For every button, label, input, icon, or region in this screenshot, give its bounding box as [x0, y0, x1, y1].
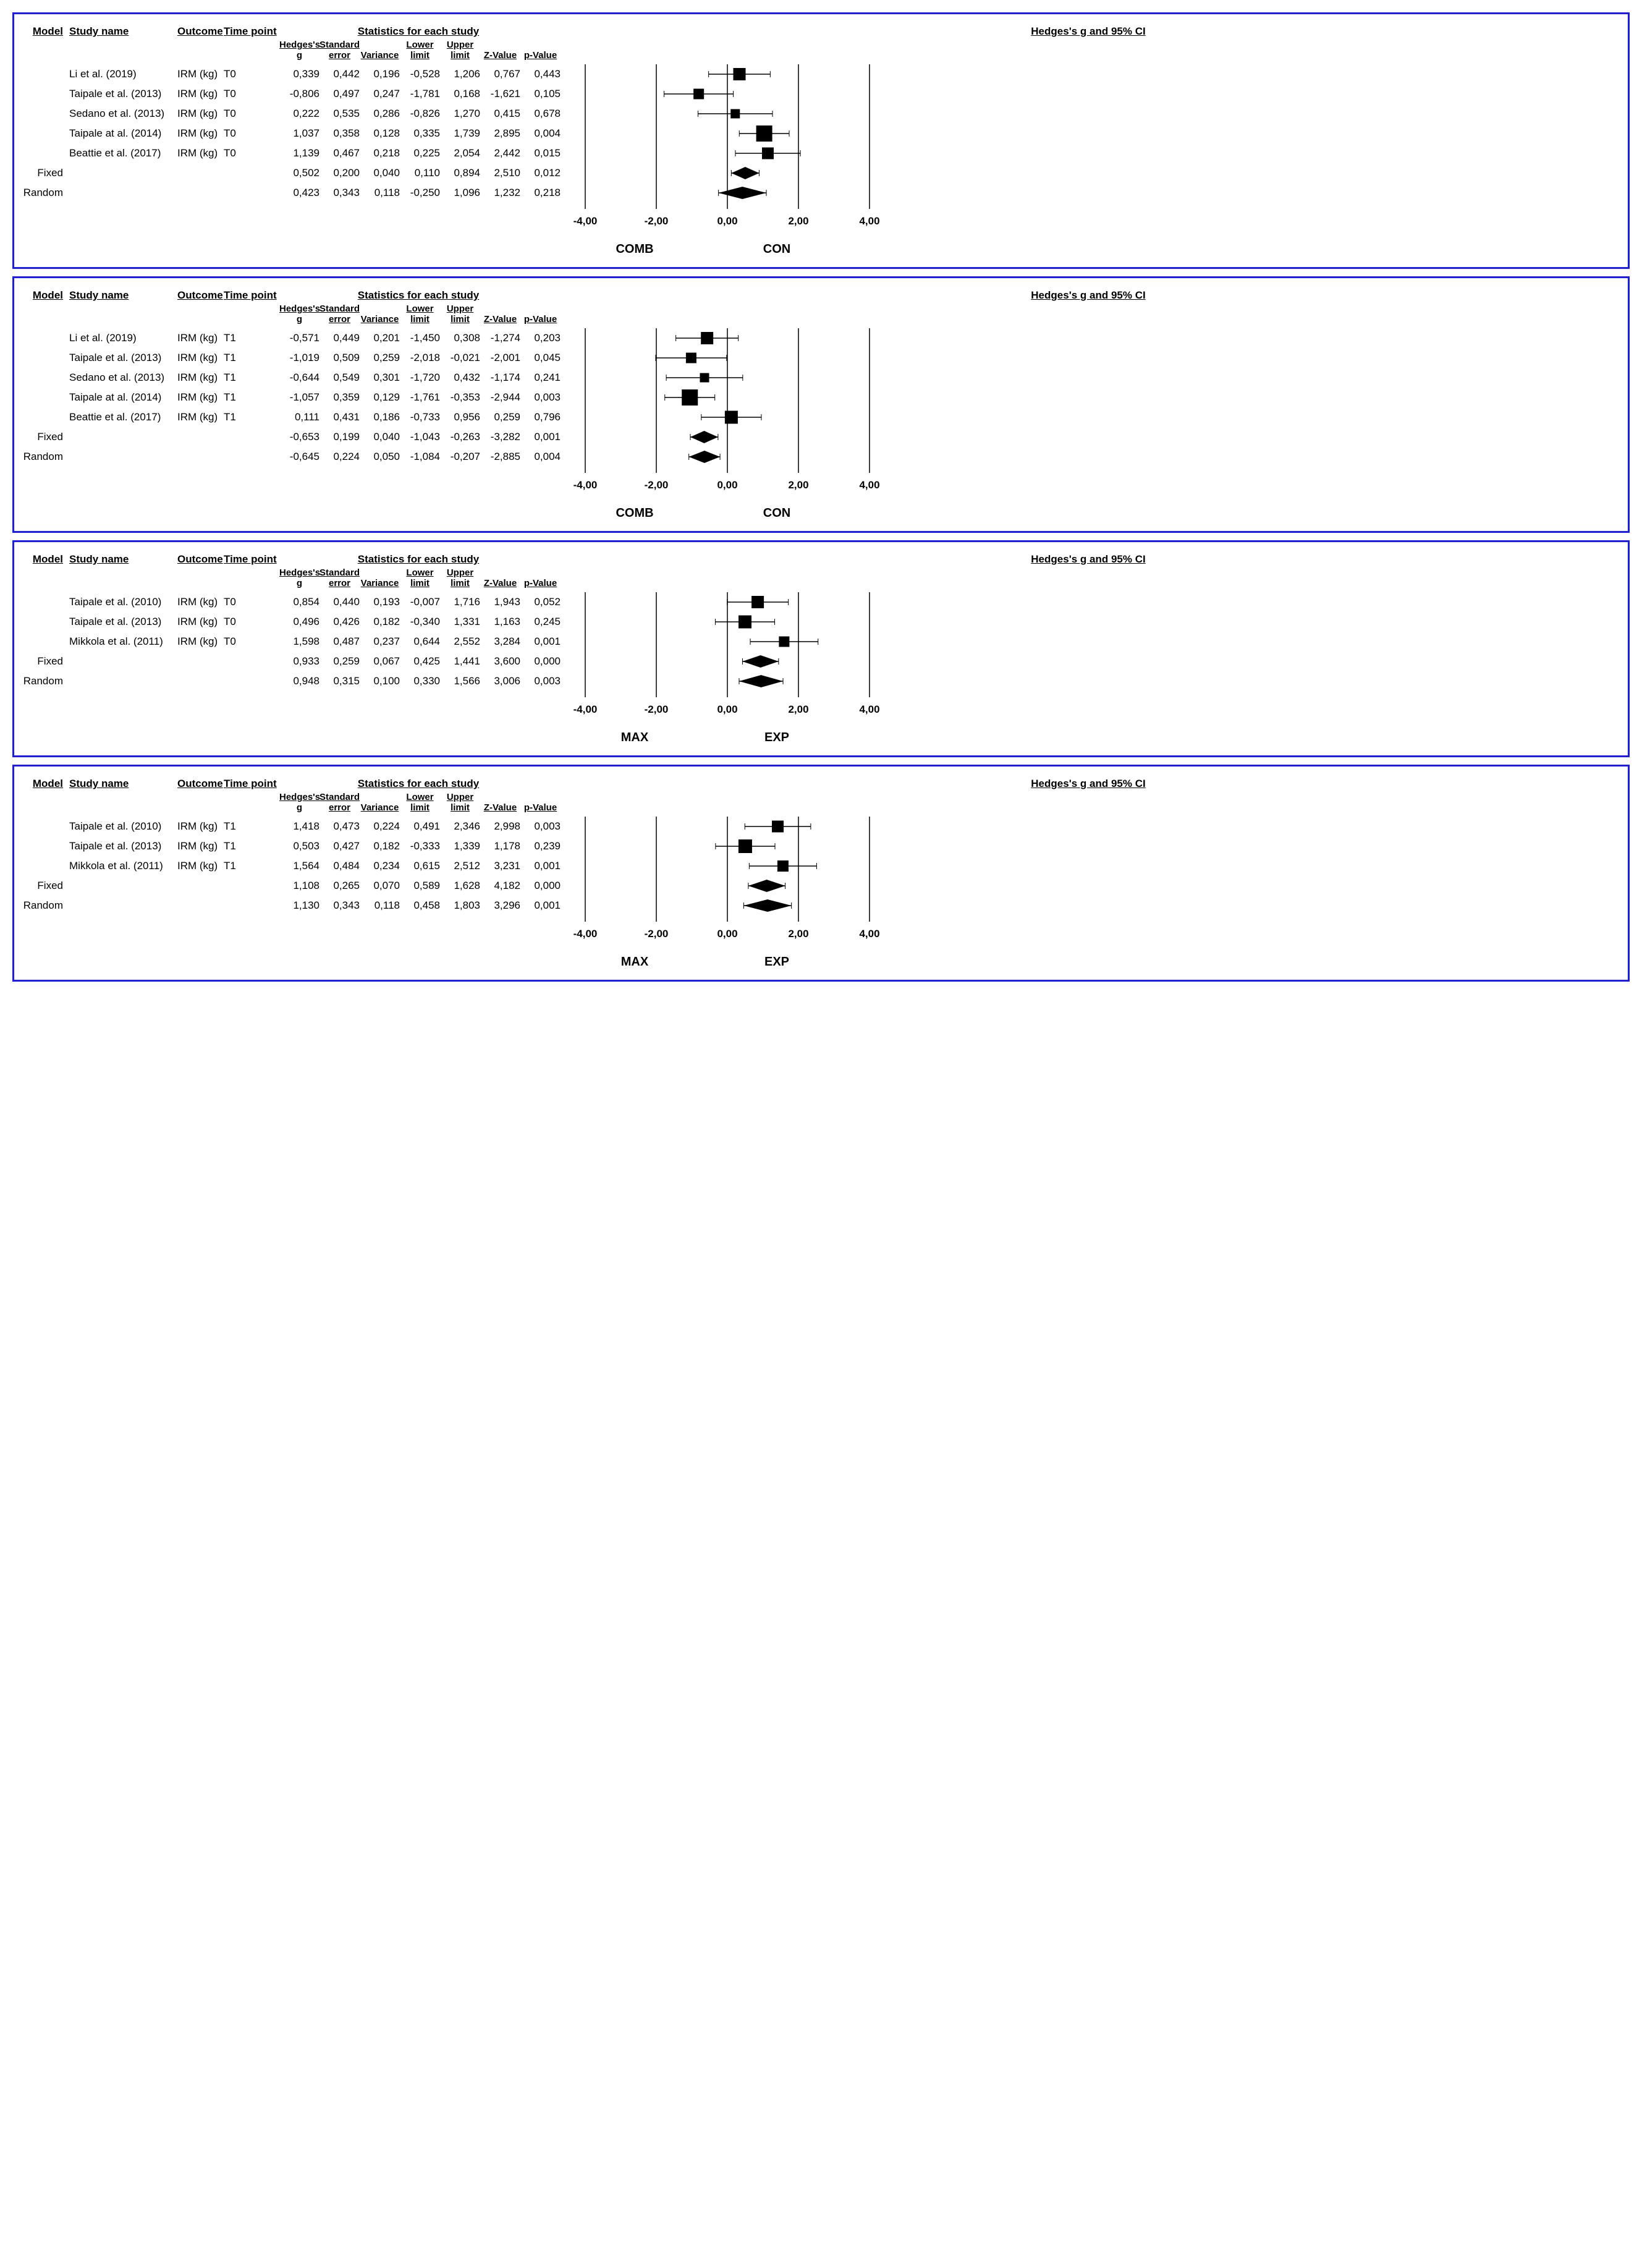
table-row: Taipale et al. (2013) IRM (kg) T0 -0,806…: [23, 84, 561, 104]
sub-headers: Hedges'sg Standarderror Variance Lowerli…: [23, 40, 1619, 61]
svg-text:4,00: 4,00: [859, 928, 879, 940]
sub-headers: Hedges'sg Standarderror Variance Lowerli…: [23, 568, 1619, 588]
group-left-label: COMB: [616, 506, 653, 520]
table-row: Random -0,645 0,224 0,050 -1,084 -0,207 …: [23, 447, 561, 467]
table-row: Sedano et al. (2013) IRM (kg) T1 -0,644 …: [23, 368, 561, 388]
svg-text:-2,00: -2,00: [645, 215, 669, 227]
table-row: Random 0,423 0,343 0,118 -0,250 1,096 1,…: [23, 183, 561, 203]
table-row: Li et al. (2019) IRM (kg) T0 0,339 0,442…: [23, 64, 561, 84]
sub-headers: Hedges'sg Standarderror Variance Lowerli…: [23, 792, 1619, 813]
svg-text:0,00: 0,00: [717, 215, 737, 227]
svg-text:0,00: 0,00: [717, 703, 737, 715]
group-right-label: EXP: [764, 731, 789, 745]
table-row: Sedano et al. (2013) IRM (kg) T0 0,222 0…: [23, 104, 561, 124]
column-headers: Model Study name Outcome Time point Stat…: [23, 778, 1619, 790]
table-row: Random 0,948 0,315 0,100 0,330 1,566 3,0…: [23, 671, 561, 691]
table-row: Taipale et al. (2013) IRM (kg) T0 0,496 …: [23, 612, 561, 632]
column-headers: Model Study name Outcome Time point Stat…: [23, 289, 1619, 302]
svg-text:4,00: 4,00: [859, 215, 879, 227]
svg-text:-4,00: -4,00: [573, 479, 598, 491]
table-row: Fixed 0,933 0,259 0,067 0,425 1,441 3,60…: [23, 652, 561, 671]
svg-text:-4,00: -4,00: [573, 703, 598, 715]
table-row: Taipale et al. (2010) IRM (kg) T1 1,418 …: [23, 817, 561, 836]
forest-plot-panel: Model Study name Outcome Time point Stat…: [12, 12, 1630, 269]
svg-text:4,00: 4,00: [859, 703, 879, 715]
sub-headers: Hedges'sg Standarderror Variance Lowerli…: [23, 304, 1619, 325]
forest-plot-panel: Model Study name Outcome Time point Stat…: [12, 276, 1630, 533]
table-row: Random 1,130 0,343 0,118 0,458 1,803 3,2…: [23, 896, 561, 915]
group-labels: MAX EXP: [23, 955, 1619, 974]
svg-text:2,00: 2,00: [788, 928, 808, 940]
group-left-label: MAX: [621, 731, 648, 745]
svg-text:-4,00: -4,00: [573, 215, 598, 227]
column-headers: Model Study name Outcome Time point Stat…: [23, 25, 1619, 38]
column-headers: Model Study name Outcome Time point Stat…: [23, 553, 1619, 566]
svg-text:0,00: 0,00: [717, 928, 737, 940]
svg-text:-4,00: -4,00: [573, 928, 598, 940]
group-right-label: EXP: [764, 955, 789, 969]
table-row: Li et al. (2019) IRM (kg) T1 -0,571 0,44…: [23, 328, 561, 348]
group-labels: COMB CON: [23, 506, 1619, 525]
forest-plot-svg: -4,00 -2,00 0,00 2,00 4,00: [567, 328, 888, 504]
table-row: Fixed 0,502 0,200 0,040 0,110 0,894 2,51…: [23, 163, 561, 183]
svg-text:-2,00: -2,00: [645, 703, 669, 715]
table-row: Taipale at al. (2014) IRM (kg) T1 -1,057…: [23, 388, 561, 407]
table-row: Taipale at al. (2014) IRM (kg) T0 1,037 …: [23, 124, 561, 143]
table-row: Mikkola et al. (2011) IRM (kg) T0 1,598 …: [23, 632, 561, 652]
forest-plot-svg: -4,00 -2,00 0,00 2,00 4,00: [567, 64, 888, 240]
forest-plot-svg: -4,00 -2,00 0,00 2,00 4,00: [567, 817, 888, 953]
table-row: Taipale et al. (2010) IRM (kg) T0 0,854 …: [23, 592, 561, 612]
table-row: Fixed 1,108 0,265 0,070 0,589 1,628 4,18…: [23, 876, 561, 896]
group-left-label: MAX: [621, 955, 648, 969]
group-right-label: CON: [763, 506, 790, 520]
forest-plot-panel: Model Study name Outcome Time point Stat…: [12, 540, 1630, 757]
svg-text:4,00: 4,00: [859, 479, 879, 491]
group-labels: COMB CON: [23, 242, 1619, 261]
forest-plot-svg: -4,00 -2,00 0,00 2,00 4,00: [567, 592, 888, 728]
svg-text:2,00: 2,00: [788, 703, 808, 715]
forest-plot-panel: Model Study name Outcome Time point Stat…: [12, 765, 1630, 982]
group-labels: MAX EXP: [23, 731, 1619, 749]
table-row: Beattie et al. (2017) IRM (kg) T1 0,111 …: [23, 407, 561, 427]
table-row: Taipale et al. (2013) IRM (kg) T1 -1,019…: [23, 348, 561, 368]
group-left-label: COMB: [616, 242, 653, 257]
svg-text:0,00: 0,00: [717, 479, 737, 491]
svg-text:2,00: 2,00: [788, 479, 808, 491]
table-row: Fixed -0,653 0,199 0,040 -1,043 -0,263 -…: [23, 427, 561, 447]
svg-text:-2,00: -2,00: [645, 928, 669, 940]
svg-text:2,00: 2,00: [788, 215, 808, 227]
svg-text:-2,00: -2,00: [645, 479, 669, 491]
table-row: Mikkola et al. (2011) IRM (kg) T1 1,564 …: [23, 856, 561, 876]
table-row: Beattie et al. (2017) IRM (kg) T0 1,139 …: [23, 143, 561, 163]
table-row: Taipale et al. (2013) IRM (kg) T1 0,503 …: [23, 836, 561, 856]
group-right-label: CON: [763, 242, 790, 257]
